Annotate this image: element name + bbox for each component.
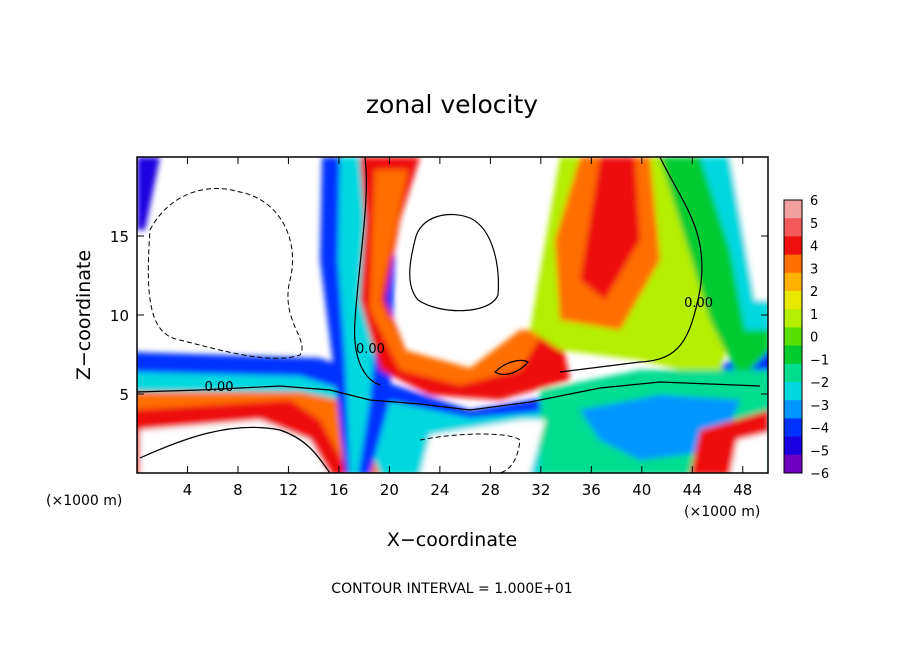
colorbar-segment bbox=[784, 436, 802, 456]
x-tick-label: 44 bbox=[683, 481, 702, 499]
colorbar-segment bbox=[784, 272, 802, 292]
colorbar-segment bbox=[784, 327, 802, 347]
colorbar-label: 4 bbox=[810, 240, 818, 255]
colorbar-label: −2 bbox=[810, 376, 829, 391]
chart-title: zonal velocity bbox=[366, 90, 538, 119]
colorbar-label: 5 bbox=[810, 217, 818, 232]
colorbar-segment bbox=[784, 291, 802, 310]
x-tick-label: 16 bbox=[329, 481, 348, 499]
x-tick-label: 4 bbox=[183, 481, 193, 499]
y-tick-label: 10 bbox=[110, 307, 129, 325]
y-tick-label: 5 bbox=[119, 386, 129, 404]
contour-label: 0.00 bbox=[205, 380, 234, 395]
x-tick-label: 24 bbox=[430, 481, 449, 499]
colorbar-segment bbox=[784, 418, 802, 438]
colorbar-segment bbox=[784, 309, 802, 328]
colorbar-segment bbox=[784, 236, 802, 256]
contour-labels: 0.00 0.00 0.00 bbox=[205, 296, 714, 395]
colorbar-segment bbox=[784, 200, 802, 219]
contour-interval-footer: CONTOUR INTERVAL = 1.000E+01 bbox=[331, 581, 572, 597]
colorbar-label: 0 bbox=[810, 331, 818, 346]
colorbar-label: −6 bbox=[810, 467, 829, 482]
colorbar-segment bbox=[784, 363, 802, 383]
x-tick-label: 40 bbox=[632, 481, 651, 499]
x-tick-label: 36 bbox=[582, 481, 601, 499]
x-axis-label: X−coordinate bbox=[387, 529, 517, 551]
colorbar-labels: 6 5 4 3 2 1 0 −1 −2 −3 −4 −5 −6 bbox=[810, 194, 829, 482]
colorbar bbox=[783, 199, 803, 474]
x-tick-label: 20 bbox=[380, 481, 399, 499]
x-unit-left: (×1000 m) bbox=[46, 493, 122, 509]
colorbar-label: 3 bbox=[810, 262, 818, 277]
colorbar-label: 6 bbox=[810, 194, 818, 209]
colorbar-segment bbox=[784, 218, 802, 237]
x-tick-label: 12 bbox=[279, 481, 298, 499]
colorbar-label: −4 bbox=[810, 422, 829, 437]
contour-label: 0.00 bbox=[684, 296, 713, 311]
velocity-field bbox=[137, 157, 768, 473]
colorbar-label: −5 bbox=[810, 444, 829, 459]
x-axis-ticks: 4 8 12 16 20 24 28 32 36 40 44 48 bbox=[183, 157, 752, 499]
y-tick-label: 15 bbox=[110, 228, 129, 246]
colorbar-segment bbox=[784, 382, 802, 401]
x-tick-label: 48 bbox=[733, 481, 752, 499]
colorbar-label: 2 bbox=[810, 285, 818, 300]
y-axis-ticks: 5 10 15 bbox=[110, 228, 768, 404]
contour-label: 0.00 bbox=[356, 342, 385, 357]
y-axis-label: Z−coordinate bbox=[73, 250, 95, 380]
colorbar-frame bbox=[783, 199, 803, 474]
colorbar-label: −3 bbox=[810, 399, 829, 414]
colorbar-label: −1 bbox=[810, 353, 829, 368]
colorbar-segment bbox=[784, 254, 802, 274]
x-tick-label: 8 bbox=[233, 481, 243, 499]
colorbar-segment bbox=[784, 454, 802, 474]
colorbar-segment bbox=[784, 345, 802, 365]
colorbar-label: 1 bbox=[810, 308, 818, 323]
x-tick-label: 28 bbox=[481, 481, 500, 499]
x-unit-right: (×1000 m) bbox=[684, 504, 760, 520]
colorbar-segment bbox=[784, 400, 802, 419]
x-tick-label: 32 bbox=[531, 481, 550, 499]
